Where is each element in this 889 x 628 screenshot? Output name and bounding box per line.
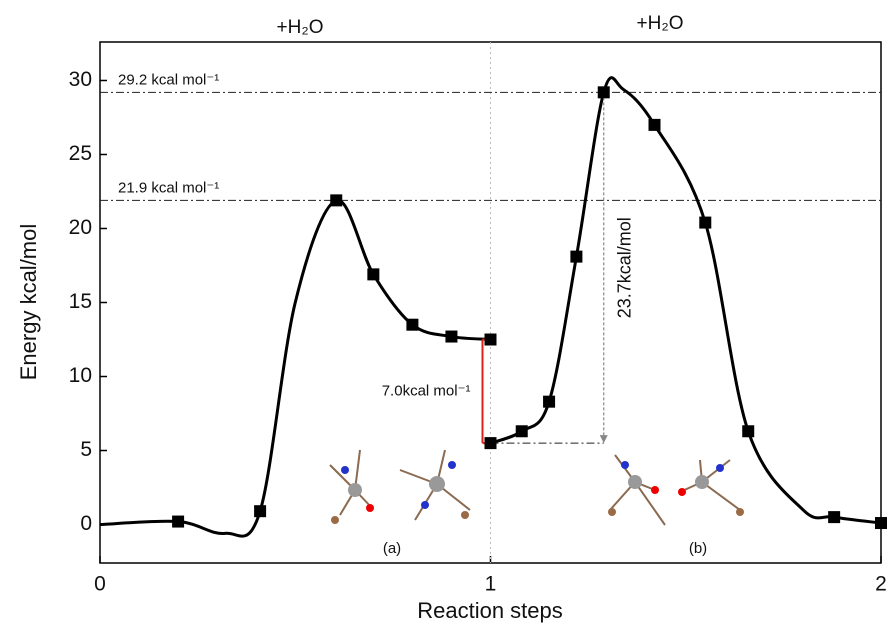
data-marker [330,194,342,206]
data-marker [485,437,497,449]
y-tick-label: 10 [69,364,92,387]
y-tick-label: 5 [80,438,92,461]
data-marker [649,119,661,131]
y-tick-label: 30 [69,68,92,91]
y-tick-label: 25 [69,142,92,165]
top-label: +H₂O [277,17,324,38]
arrow-head [600,435,608,443]
data-marker [516,425,528,437]
data-marker [699,217,711,229]
data-marker [598,86,610,98]
y-tick-label: 0 [80,512,92,535]
data-marker [828,511,840,523]
structure-label: (b) [689,540,707,557]
difference-label: 23.7kcal/mol [614,217,634,318]
y-tick-label: 15 [69,290,92,313]
top-label: +H₂O [637,13,684,34]
data-marker [875,517,887,529]
data-marker [570,251,582,263]
data-marker [254,505,266,517]
structure-label: (a) [383,540,401,557]
x-tick-label: 2 [875,573,887,596]
data-marker [543,396,555,408]
x-tick-label: 1 [485,573,497,596]
data-marker [172,516,184,528]
difference-label: 7.0kcal mol⁻¹ [382,382,471,399]
data-marker [485,334,497,346]
data-marker [367,268,379,280]
y-tick-label: 20 [69,216,92,239]
molecule-a [330,450,470,524]
molecule-b [608,455,744,525]
data-marker [742,425,754,437]
page: {"chart_data": {"type": "line", "x_label… [0,0,889,628]
reference-label: 29.2 kcal mol⁻¹ [118,71,219,88]
data-marker [445,331,457,343]
x-tick-label: 0 [94,573,106,596]
x-axis-label: Reaction steps [417,598,563,623]
chart: +H₂O +H₂O Reaction steps Energy kcal/mol… [0,0,889,628]
y-axis-label: Energy kcal/mol [16,224,41,381]
data-marker [406,319,418,331]
reference-label: 21.9 kcal mol⁻¹ [118,179,219,196]
